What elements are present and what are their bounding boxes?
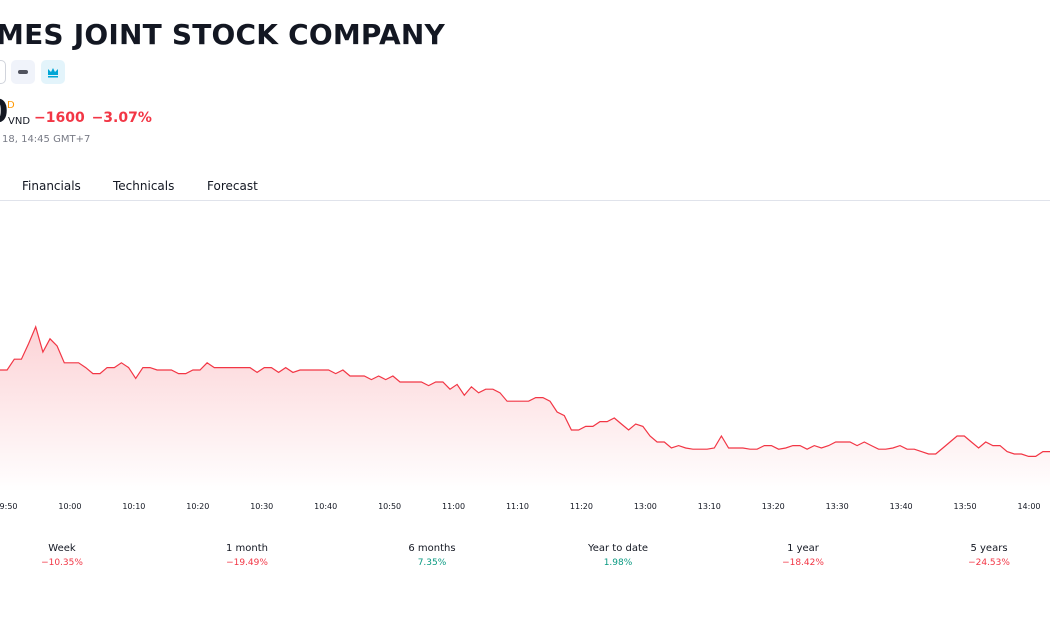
performance-item[interactable]: Year to date 1.98% — [558, 542, 678, 570]
x-tick-label: 13:10 — [698, 502, 721, 511]
x-tick-label: 10:40 — [314, 502, 337, 511]
crown-icon[interactable] — [41, 60, 65, 84]
intraday-price-chart[interactable]: 09:50 10:00 10:10 10:20 10:30 10:40 10:50 11:00… — [0, 200, 1050, 520]
x-tick-label: 10:00 — [58, 502, 81, 511]
tab-technicals[interactable]: Technicals — [113, 179, 175, 193]
x-tick-label: 11:10 — [506, 502, 529, 511]
price-line — [0, 324, 1050, 457]
x-tick-label: 13:20 — [762, 502, 785, 511]
performance-item[interactable]: 6 months 7.35% — [372, 542, 492, 570]
x-tick-label: 13:30 — [826, 502, 849, 511]
x-tick-label: 13:40 — [890, 502, 913, 511]
company-title: MES JOINT STOCK COMPANY — [0, 18, 446, 51]
price-change: −1600 −3.07% — [34, 110, 152, 126]
x-tick-label: 09:50 — [0, 502, 18, 511]
last-price: 0 — [0, 92, 8, 130]
performance-period-value: −24.53% — [968, 558, 1010, 568]
x-tick-label: 11:20 — [570, 502, 593, 511]
performance-period-value: −10.35% — [41, 558, 83, 568]
x-tick-label: 14:00 — [1017, 502, 1040, 511]
tab-forecast[interactable]: Forecast — [207, 179, 258, 193]
performance-period-label: 1 year — [787, 543, 819, 554]
performance-period-value: −19.49% — [226, 558, 268, 568]
x-tick-label: 13:00 — [634, 502, 657, 511]
tab-financials[interactable]: Financials — [22, 179, 81, 193]
x-tick-label: 10:50 — [378, 502, 401, 511]
performance-period-label: 1 month — [226, 543, 268, 554]
performance-item[interactable]: 5 years −24.53% — [929, 542, 1049, 570]
performance-period-label: 6 months — [408, 543, 456, 554]
dash-icon[interactable] — [11, 60, 35, 84]
x-tick-label: 11:00 — [442, 502, 465, 511]
performance-period-label: Week — [48, 543, 76, 554]
x-axis-ticks: 09:50 10:00 10:10 10:20 10:30 10:40 10:50 11:00… — [0, 502, 1041, 511]
symbol-tabs: Financials Technicals Forecast — [0, 176, 1050, 201]
price-area-fill — [0, 326, 1050, 492]
edge-badge[interactable] — [0, 60, 6, 84]
performance-item[interactable]: Week −10.35% — [2, 542, 122, 570]
performance-period-label: 5 years — [970, 543, 1008, 554]
performance-period-label: Year to date — [587, 543, 649, 554]
x-tick-label: 10:10 — [122, 502, 145, 511]
x-tick-label: 10:30 — [250, 502, 273, 511]
performance-period-value: 1.98% — [603, 558, 633, 568]
price-timestamp: 18, 14:45 GMT+7 — [2, 134, 91, 145]
performance-period-value: −18.42% — [782, 558, 824, 568]
x-tick-label: 13:50 — [954, 502, 977, 511]
performance-period-value: 7.35% — [417, 558, 447, 568]
currency-label: VND — [8, 116, 31, 127]
performance-item[interactable]: 1 month −19.49% — [187, 542, 307, 570]
performance-item[interactable]: 1 year −18.42% — [743, 542, 863, 570]
x-tick-label: 10:20 — [186, 502, 209, 511]
market-status-flag: D — [7, 100, 15, 111]
